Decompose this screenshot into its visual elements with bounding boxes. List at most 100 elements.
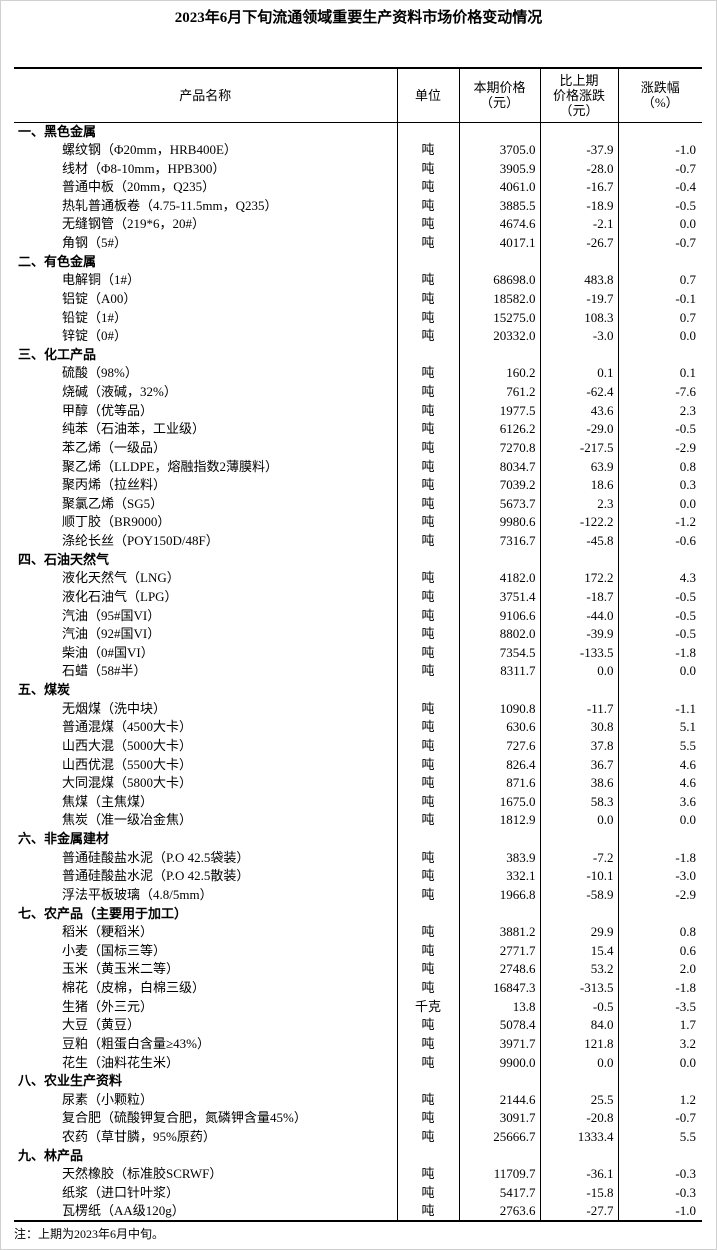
- header-unit-text: 单位: [414, 87, 441, 103]
- current-price-cell: 2144.6: [458, 1090, 540, 1110]
- price-change-cell: 36.7: [539, 755, 618, 774]
- change-percent-cell: 2.3: [617, 401, 702, 420]
- change-percent-cell: -1.2: [617, 513, 702, 532]
- empty-cell: [458, 1071, 540, 1091]
- product-name: 玉米（黄玉米二等）: [62, 961, 180, 977]
- price-change-cell: -18.7: [539, 587, 618, 607]
- empty-cell: [396, 550, 459, 569]
- change-percent-cell: -1.8: [617, 978, 702, 998]
- empty-cell: [539, 550, 618, 569]
- table-row: 山西大混（5000大卡） 吨 727.6 37.8 5.5: [14, 736, 702, 756]
- current-price-cell: 9980.6: [458, 513, 540, 532]
- empty-cell: [396, 904, 459, 923]
- empty-cell: [539, 122, 618, 141]
- unit-cell: 吨: [396, 420, 459, 439]
- current-price-cell: 9106.6: [458, 606, 540, 625]
- change-percent-cell: -0.5: [617, 587, 702, 607]
- unit-cell: 吨: [396, 1090, 459, 1110]
- empty-cell: [396, 1071, 459, 1091]
- price-change-cell: 483.8: [539, 271, 618, 290]
- change-percent-cell: -2.9: [617, 885, 702, 905]
- unit-cell: 吨: [396, 289, 459, 309]
- price-change-cell: -10.1: [539, 867, 618, 886]
- empty-cell: [458, 680, 540, 700]
- current-price-cell: 3905.9: [458, 159, 540, 178]
- empty-cell: [539, 345, 618, 365]
- table-row: 聚氯乙烯（SG5） 吨 5673.7 2.3 0.0: [14, 494, 702, 514]
- category-row: 六、非金属建材: [14, 829, 702, 849]
- current-price-cell: 332.1: [458, 867, 540, 886]
- unit-cell: 吨: [396, 643, 459, 663]
- price-change-cell: -313.5: [539, 978, 618, 998]
- table-row: 生猪（外三元） 千克 13.8 -0.5 -3.5: [14, 997, 702, 1016]
- change-percent-cell: -0.4: [617, 177, 702, 197]
- empty-cell: [539, 252, 618, 271]
- price-change-cell: -7.2: [539, 848, 618, 867]
- unit-cell: 吨: [396, 1183, 459, 1203]
- table-row: 棉花（皮棉，白棉三级） 吨 16847.3 -313.5 -1.8: [14, 978, 702, 998]
- current-price-cell: 6126.2: [458, 420, 540, 439]
- product-name: 焦炭（准一级冶金焦）: [62, 812, 193, 828]
- product-name: 无烟煤（洗中块）: [62, 700, 167, 716]
- current-price-cell: 25666.7: [458, 1127, 540, 1147]
- price-change-cell: -18.9: [539, 196, 618, 216]
- product-name: 焦煤（主焦煤）: [62, 793, 154, 809]
- header-price-change: 比上期 价格涨跌 （元）: [539, 67, 618, 123]
- product-name: 普通硅酸盐水泥（P.O 42.5袋装）: [62, 849, 250, 865]
- price-change-cell: -133.5: [539, 643, 618, 663]
- change-percent-cell: -0.3: [617, 1165, 702, 1184]
- empty-cell: [396, 345, 459, 365]
- product-name: 铅锭（1#）: [62, 309, 128, 325]
- unit-cell: 吨: [396, 494, 459, 514]
- product-name: 聚乙烯（LLDPE，熔融指数2薄膜料）: [62, 458, 278, 474]
- table-row: 豆粕（粗蛋白含量≥43%） 吨 3971.7 121.8 3.2: [14, 1034, 702, 1054]
- empty-cell: [539, 904, 618, 923]
- change-percent-cell: -1.1: [617, 699, 702, 718]
- product-name: 纸浆（进口针叶浆）: [62, 1184, 180, 1200]
- change-percent-cell: -3.5: [617, 997, 702, 1016]
- change-percent-cell: -0.5: [617, 624, 702, 644]
- empty-cell: [396, 680, 459, 700]
- table-row: 大同混煤（5800大卡） 吨 871.6 38.6 4.6: [14, 773, 702, 793]
- header-price-line1: 本期价格: [473, 80, 526, 96]
- empty-cell: [617, 904, 702, 923]
- table-row: 无烟煤（洗中块） 吨 1090.8 -11.7 -1.1: [14, 699, 702, 718]
- unit-cell: 吨: [396, 662, 459, 681]
- price-change-cell: 43.6: [539, 401, 618, 420]
- product-name: 涤纶长丝（POY150D/48F）: [62, 533, 219, 549]
- price-change-cell: 29.9: [539, 922, 618, 942]
- current-price-cell: 1675.0: [458, 792, 540, 812]
- table-row: 角钢（5#） 吨 4017.1 -26.7 -0.7: [14, 233, 702, 253]
- empty-cell: [539, 680, 618, 700]
- category-name: 二、有色金属: [18, 253, 97, 269]
- current-price-cell: 1977.5: [458, 401, 540, 420]
- unit-cell: 吨: [396, 867, 459, 886]
- unit-cell: 吨: [396, 755, 459, 774]
- unit-cell: 吨: [396, 941, 459, 961]
- table-row: 小麦（国标三等） 吨 2771.7 15.4 0.6: [14, 941, 702, 961]
- current-price-cell: 3971.7: [458, 1034, 540, 1054]
- table-row: 热轧普通板卷（4.75-11.5mm，Q235） 吨 3885.5 -18.9 -0.5: [14, 196, 702, 216]
- product-name: 山西大混（5000大卡）: [62, 737, 193, 753]
- table-row: 石蜡（58#半）吨 8311.7 0.0 0.0: [14, 662, 702, 681]
- table-row: 螺纹钢（Φ20mm，HRB400E） 吨 3705.0 -37.9 -1.0: [14, 140, 702, 160]
- product-name: 稻米（粳稻米）: [62, 924, 154, 940]
- change-percent-cell: 1.2: [617, 1090, 702, 1110]
- unit-cell: 吨: [396, 308, 459, 327]
- table-row: 玉米（黄玉米二等） 吨 2748.6 53.2 2.0: [14, 960, 702, 979]
- price-change-cell: 0.0: [539, 662, 618, 681]
- unit-cell: 吨: [396, 326, 459, 346]
- table-row: 汽油（95#国VI） 吨 9106.6 -44.0 -0.5: [14, 606, 702, 625]
- product-name: 农药（草甘膦，95%原药）: [62, 1129, 216, 1145]
- empty-cell: [458, 345, 540, 365]
- product-name: 山西优混（5500大卡）: [62, 756, 193, 772]
- product-name: 大豆（黄豆）: [62, 1017, 141, 1033]
- price-change-cell: -28.0: [539, 159, 618, 178]
- current-price-cell: 3885.5: [458, 196, 540, 216]
- change-percent-cell: -0.5: [617, 196, 702, 216]
- price-change-cell: -2.1: [539, 215, 618, 234]
- category-row: 九、林产品: [14, 1146, 702, 1165]
- product-name: 尿素（小颗粒）: [62, 1091, 154, 1107]
- price-change-cell: -26.7: [539, 233, 618, 253]
- change-percent-cell: 0.0: [617, 215, 702, 234]
